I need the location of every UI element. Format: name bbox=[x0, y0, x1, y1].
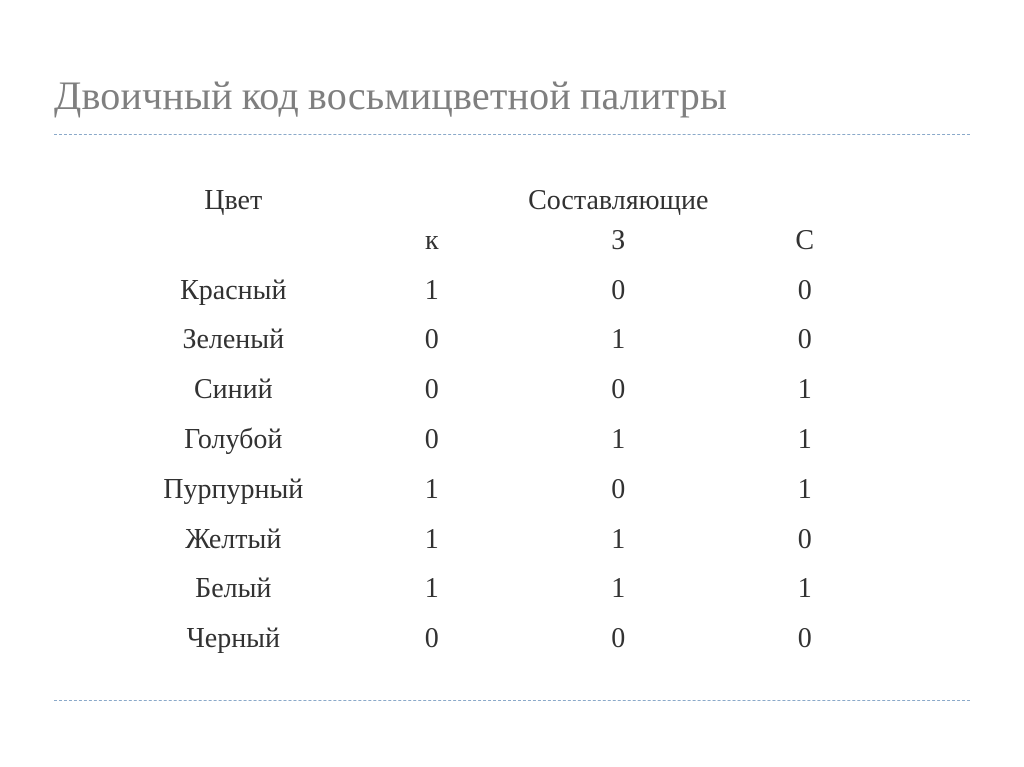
cell-k: 1 bbox=[339, 564, 525, 614]
cell-z: 0 bbox=[525, 465, 711, 515]
cell-z: 0 bbox=[525, 365, 711, 415]
cell-s: 0 bbox=[711, 614, 898, 664]
cell-name: Зеленый bbox=[128, 315, 339, 365]
cell-z: 1 bbox=[525, 564, 711, 614]
divider-bottom bbox=[54, 700, 970, 701]
cell-name: Пурпурный bbox=[128, 465, 339, 515]
table-subheader-row: к З С bbox=[128, 222, 898, 266]
cell-z: 1 bbox=[525, 415, 711, 465]
table-row: Белый 1 1 1 bbox=[128, 564, 898, 614]
table-row: Зеленый 0 1 0 bbox=[128, 315, 898, 365]
cell-s: 1 bbox=[711, 365, 898, 415]
cell-s: 0 bbox=[711, 315, 898, 365]
cell-z: 1 bbox=[525, 515, 711, 565]
cell-name: Синий bbox=[128, 365, 339, 415]
cell-s: 1 bbox=[711, 564, 898, 614]
cell-z: 0 bbox=[525, 266, 711, 316]
table-row: Синий 0 0 1 bbox=[128, 365, 898, 415]
cell-name: Белый bbox=[128, 564, 339, 614]
cell-name: Красный bbox=[128, 266, 339, 316]
table-row: Красный 1 0 0 bbox=[128, 266, 898, 316]
subheader-s: С bbox=[711, 222, 898, 266]
cell-k: 0 bbox=[339, 315, 525, 365]
subheader-blank bbox=[128, 222, 339, 266]
cell-s: 0 bbox=[711, 515, 898, 565]
cell-z: 0 bbox=[525, 614, 711, 664]
page-title: Двоичный код восьмицветной палитры bbox=[54, 72, 727, 119]
cell-name: Желтый bbox=[128, 515, 339, 565]
subheader-k: к bbox=[339, 222, 525, 266]
palette-table-wrap: Цвет Составляющие к З С Красный 1 0 0 Зе… bbox=[128, 176, 898, 664]
cell-s: 0 bbox=[711, 266, 898, 316]
table-header-row: Цвет Составляющие bbox=[128, 176, 898, 222]
cell-z: 1 bbox=[525, 315, 711, 365]
table-row: Желтый 1 1 0 bbox=[128, 515, 898, 565]
cell-name: Голубой bbox=[128, 415, 339, 465]
subheader-z: З bbox=[525, 222, 711, 266]
cell-k: 0 bbox=[339, 614, 525, 664]
divider-top bbox=[54, 134, 970, 135]
header-components: Составляющие bbox=[339, 176, 898, 222]
cell-name: Черный bbox=[128, 614, 339, 664]
cell-k: 0 bbox=[339, 365, 525, 415]
palette-table: Цвет Составляющие к З С Красный 1 0 0 Зе… bbox=[128, 176, 898, 664]
cell-k: 1 bbox=[339, 266, 525, 316]
cell-s: 1 bbox=[711, 415, 898, 465]
cell-k: 0 bbox=[339, 415, 525, 465]
slide: Двоичный код восьмицветной палитры Цвет … bbox=[0, 0, 1024, 767]
cell-k: 1 bbox=[339, 465, 525, 515]
table-row: Черный 0 0 0 bbox=[128, 614, 898, 664]
cell-s: 1 bbox=[711, 465, 898, 515]
header-color: Цвет bbox=[128, 176, 339, 222]
table-row: Пурпурный 1 0 1 bbox=[128, 465, 898, 515]
cell-k: 1 bbox=[339, 515, 525, 565]
table-row: Голубой 0 1 1 bbox=[128, 415, 898, 465]
